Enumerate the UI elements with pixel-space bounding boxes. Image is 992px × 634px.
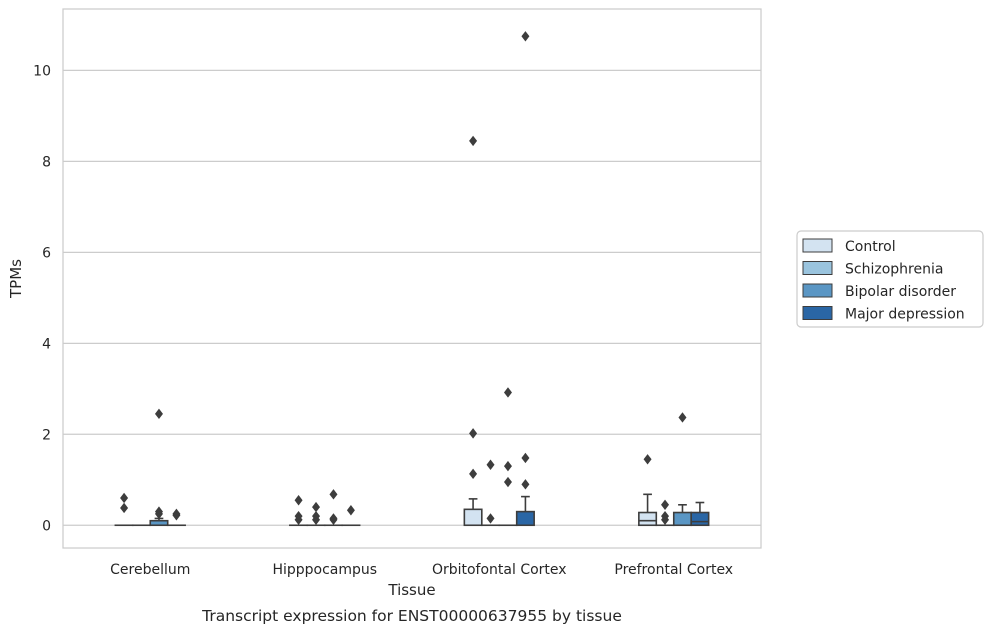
outlier-point	[678, 412, 687, 423]
box-major-depression	[166, 508, 186, 527]
outlier-point	[503, 387, 512, 398]
outlier-point	[521, 452, 530, 464]
outlier-point	[469, 468, 478, 480]
box-major-depression	[515, 31, 535, 527]
box-rect	[515, 510, 535, 527]
y-axis-title: TPMs	[7, 259, 25, 299]
y-tick-label: 10	[33, 63, 51, 79]
outlier-point	[503, 460, 512, 472]
box-bipolar-disorder	[149, 408, 169, 527]
outlier-point	[521, 479, 530, 490]
x-axis-title: Tissue	[387, 581, 435, 599]
legend-frame	[796, 230, 984, 328]
legend-swatch	[802, 283, 833, 298]
legend-label: Major depression	[845, 307, 965, 323]
x-tick-label: Orbitofontal Cortex	[432, 562, 567, 578]
legend-swatch	[802, 306, 833, 320]
legend-item: Major depression	[802, 306, 965, 323]
box-control	[114, 492, 134, 527]
plot-frame	[62, 8, 762, 549]
box-control	[289, 495, 309, 527]
outlier-point	[294, 495, 303, 506]
outlier-point	[486, 513, 495, 524]
outlier-point	[294, 514, 303, 525]
y-tick-label: 2	[42, 427, 51, 443]
outlier-point	[643, 454, 652, 465]
outlier-point	[346, 505, 355, 516]
outlier-point	[120, 502, 129, 514]
legend-item: Bipolar disorder	[802, 283, 956, 300]
box-schizophrenia	[655, 499, 675, 527]
outlier-point	[154, 508, 163, 520]
box-rect	[690, 511, 710, 527]
box-major-depression	[341, 505, 361, 527]
box-major-depression	[690, 501, 710, 527]
outlier-point	[661, 514, 670, 525]
legend-label: Bipolar disorder	[845, 284, 956, 300]
outlier-point	[486, 459, 495, 470]
box-schizophrenia	[480, 459, 501, 527]
y-tick-label: 0	[42, 518, 51, 534]
outlier-point	[521, 31, 530, 42]
box-bipolar-disorder	[672, 412, 693, 527]
outlier-point	[329, 514, 338, 525]
box-rect	[463, 508, 483, 527]
outlier-point	[503, 476, 512, 488]
y-tick-label: 8	[42, 154, 51, 170]
y-tick-label: 4	[42, 336, 51, 352]
outlier-point	[312, 514, 321, 525]
legend-swatch	[802, 238, 833, 253]
legend-label: Control	[845, 239, 896, 255]
x-tick-label: Hipppocampus	[272, 562, 377, 578]
outlier-point	[120, 492, 129, 504]
outlier-point	[329, 489, 338, 500]
box-rect	[638, 511, 658, 527]
axis-ticks: 0 2 4 6 8 10 Cerebellum Hipppocampus Orbitofonta…	[33, 63, 733, 578]
outlier-point	[172, 510, 181, 521]
x-tick-label: Prefrontal Cortex	[614, 562, 733, 578]
box-bipolar-disorder	[323, 489, 344, 527]
grid-lines	[63, 69, 761, 526]
box-control	[463, 135, 483, 527]
box-rect	[672, 511, 693, 527]
legend-label: Schizophrenia	[845, 262, 943, 278]
legend-item: Control	[802, 238, 896, 255]
outlier-point	[154, 408, 163, 420]
chart-caption: Transcript expression for ENST0000063795…	[201, 607, 622, 625]
outlier-point	[469, 135, 478, 147]
outlier-point	[312, 501, 321, 513]
legend: Control Schizophrenia Bipolar disorder Majo…	[796, 230, 984, 328]
legend-item: Schizophrenia	[802, 261, 943, 278]
outlier-point	[661, 499, 670, 510]
y-tick-label: 6	[42, 245, 51, 261]
box-schizophrenia	[306, 501, 326, 527]
outlier-point	[469, 428, 478, 439]
x-tick-label: Cerebellum	[110, 562, 190, 578]
box-control	[638, 454, 658, 527]
legend-swatch	[802, 261, 833, 275]
box-groups	[114, 31, 710, 527]
box-bipolar-disorder	[498, 387, 518, 527]
